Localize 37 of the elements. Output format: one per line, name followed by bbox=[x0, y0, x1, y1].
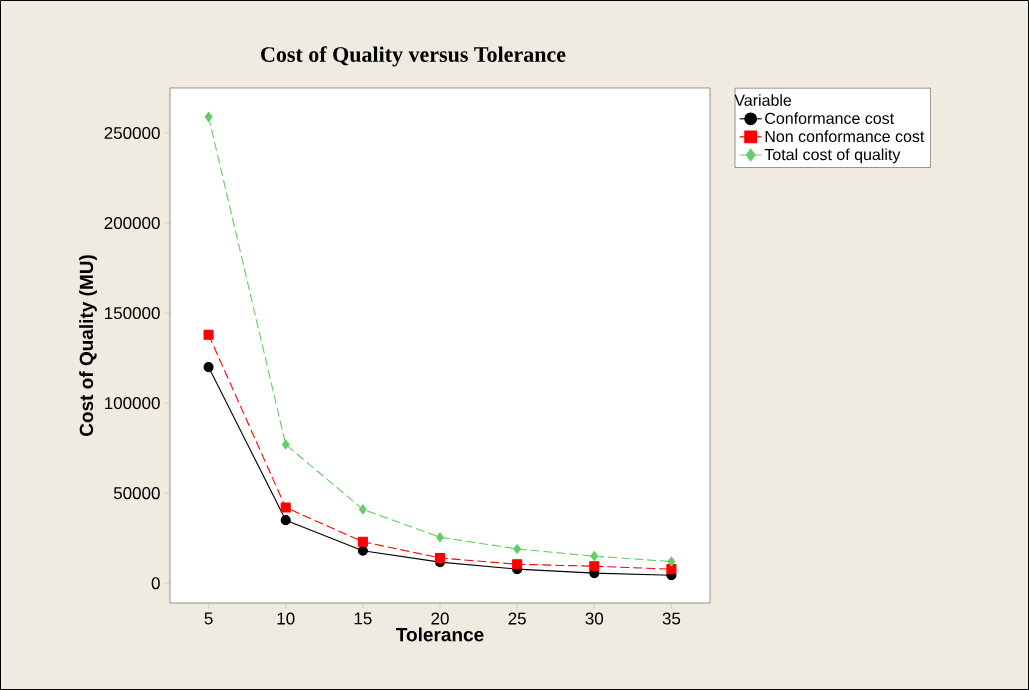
point bbox=[590, 551, 599, 562]
y-tick-label: 150000 bbox=[105, 307, 160, 320]
point bbox=[203, 362, 214, 373]
y-tick-label: 0 bbox=[151, 577, 160, 590]
point bbox=[357, 545, 368, 556]
chart-title: Cost of Quality versus Tolerance bbox=[261, 46, 566, 67]
point bbox=[512, 559, 523, 570]
point bbox=[667, 556, 676, 567]
y-tick-label: 200000 bbox=[104, 217, 160, 230]
x-tick-label: 15 bbox=[354, 612, 372, 625]
y-tick-label: 100000 bbox=[105, 397, 160, 410]
point bbox=[358, 504, 367, 515]
legend-label: Conformance cost bbox=[765, 112, 895, 125]
point bbox=[436, 532, 444, 543]
point bbox=[204, 111, 213, 122]
point bbox=[357, 536, 368, 547]
point bbox=[280, 515, 291, 526]
x-tick-label: 30 bbox=[585, 612, 604, 625]
legend-label: Non conformance cost bbox=[765, 130, 925, 143]
point bbox=[589, 561, 600, 572]
point bbox=[280, 502, 291, 513]
x-tick-label: 25 bbox=[508, 612, 526, 625]
x-tick-label: 35 bbox=[662, 612, 681, 625]
point bbox=[281, 439, 290, 450]
x-axis-title: Tolerance bbox=[396, 627, 484, 642]
y-tick-label: 50000 bbox=[113, 487, 160, 500]
x-tick-label: 20 bbox=[431, 612, 449, 625]
legend-label: Total cost of quality bbox=[764, 148, 901, 164]
y-tick-label: 250000 bbox=[104, 126, 160, 140]
point bbox=[666, 564, 677, 575]
legend-title: Variable bbox=[734, 94, 792, 106]
y-axis-title: Cost of Quality (MU) bbox=[79, 255, 97, 436]
point bbox=[434, 552, 446, 564]
x-tick-label: 10 bbox=[277, 612, 295, 625]
point bbox=[513, 543, 522, 555]
x-tick-label: 5 bbox=[204, 612, 213, 625]
point bbox=[203, 329, 214, 340]
